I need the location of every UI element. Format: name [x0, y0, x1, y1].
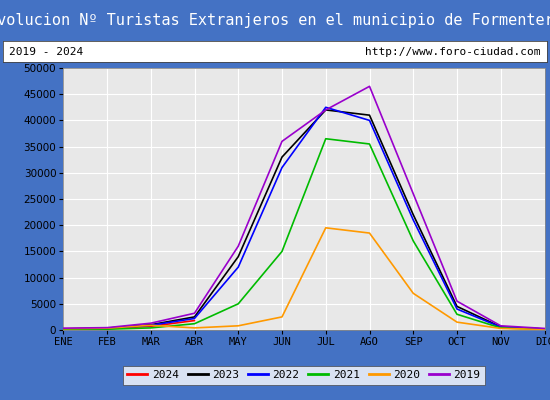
Text: 2019 - 2024: 2019 - 2024 — [9, 47, 84, 57]
Legend: 2024, 2023, 2022, 2021, 2020, 2019: 2024, 2023, 2022, 2021, 2020, 2019 — [123, 366, 485, 385]
Text: Evolucion Nº Turistas Extranjeros en el municipio de Formentera: Evolucion Nº Turistas Extranjeros en el … — [0, 14, 550, 28]
Text: http://www.foro-ciudad.com: http://www.foro-ciudad.com — [365, 47, 541, 57]
